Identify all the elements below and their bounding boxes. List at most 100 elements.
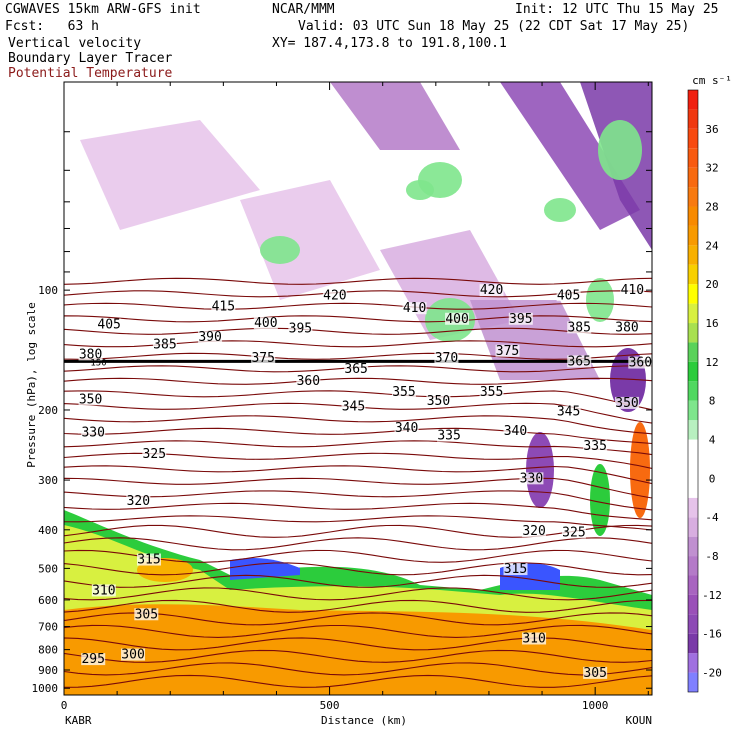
theta-label: 310	[522, 631, 545, 646]
colorbar-swatch	[688, 284, 698, 304]
theta-label: 320	[127, 494, 150, 509]
station-left: KABR	[65, 714, 92, 727]
theta-contour	[64, 440, 652, 456]
theta-label-box	[341, 400, 366, 413]
colorbar-swatch	[688, 672, 698, 692]
theta-contour	[64, 290, 652, 298]
colorbar-swatch	[688, 420, 698, 440]
theta-label: 415	[212, 300, 235, 315]
colorbar-swatch	[688, 517, 698, 537]
colorbar-swatch	[688, 575, 698, 595]
theta-label-box	[211, 300, 236, 313]
colorbar-tick-label: 20	[705, 278, 718, 291]
theta-label-box	[437, 429, 462, 442]
colorbar-tick-label: -8	[705, 550, 718, 563]
field-vertical-velocity: Vertical velocity	[8, 36, 142, 51]
forecast-hour: Fcst: 63 h	[5, 19, 99, 34]
theta-label: 360	[297, 374, 320, 389]
theta-label: 375	[496, 344, 519, 359]
theta-label: 330	[81, 426, 104, 441]
theta-contour	[64, 587, 652, 601]
theta-label: 350	[615, 396, 638, 411]
theta-contour	[64, 524, 652, 538]
theta-label-box	[434, 351, 459, 364]
theta-label-box	[561, 526, 586, 539]
y-tick-label: 300	[38, 474, 58, 487]
colorbar-swatch	[688, 458, 698, 498]
colorbar-tick-label: 28	[705, 201, 718, 214]
colorbar-tick-label: 8	[709, 395, 716, 408]
theta-label: 325	[143, 447, 166, 462]
colorbar-tick-label: -12	[702, 589, 722, 602]
theta-label: 410	[403, 301, 426, 316]
theta-label: 315	[504, 562, 527, 577]
colorbar-swatch	[688, 400, 698, 421]
theta-contour	[64, 637, 652, 651]
x-tick-label: 500	[320, 699, 340, 712]
colorbar-swatch	[688, 245, 698, 265]
y-axis-label: Pressure (hPa), log scale	[25, 302, 38, 468]
theta-label-box	[615, 321, 640, 334]
colorbar-tick-label: -20	[702, 667, 722, 680]
theta-label: 400	[254, 316, 277, 331]
updraft-downdraft-band	[240, 180, 380, 300]
colorbar-tick-label: 4	[709, 434, 716, 447]
vertical-velocity-shading	[64, 82, 652, 695]
tropopause-label: 150	[90, 358, 106, 368]
theta-label-box	[391, 385, 416, 398]
theta-contour	[64, 662, 652, 676]
theta-label-box	[198, 330, 223, 343]
theta-contour	[64, 649, 652, 663]
theta-label: 420	[323, 288, 346, 303]
theta-label: 350	[79, 392, 102, 407]
colorbar-tick-label: 32	[705, 162, 718, 175]
theta-contour	[64, 415, 652, 435]
colorbar-swatch	[688, 614, 698, 634]
theta-label: 385	[153, 338, 176, 353]
updraft-downdraft-band	[80, 120, 260, 230]
colorbar-tick-label: -4	[705, 511, 719, 524]
theta-label-box	[152, 338, 177, 351]
theta-label: 315	[137, 553, 160, 568]
theta-label-box	[583, 666, 608, 679]
theta-label-box	[479, 284, 504, 297]
theta-contour	[64, 502, 652, 521]
y-tick-label: 500	[38, 562, 58, 575]
theta-label-box	[522, 632, 547, 645]
center-title: NCAR/MMM	[272, 2, 335, 17]
downdraft-cell	[526, 432, 554, 508]
theta-label: 320	[522, 524, 545, 539]
tracer-edge	[230, 557, 300, 580]
theta-label-box	[519, 472, 544, 485]
theta-label-box	[394, 422, 419, 435]
updraft-cell	[544, 198, 576, 222]
theta-label: 405	[557, 288, 580, 303]
theta-label: 340	[395, 421, 418, 436]
colorbar-swatch	[688, 90, 698, 110]
colorbar-units: cm s⁻¹	[692, 74, 732, 87]
theta-label: 395	[509, 312, 532, 327]
theta-contour	[64, 377, 652, 385]
theta-label-box	[253, 317, 278, 330]
theta-contour	[64, 427, 652, 445]
theta-label-box	[445, 312, 470, 325]
station-right: KOUN	[626, 714, 653, 727]
theta-contour	[64, 302, 652, 310]
theta-label: 335	[583, 439, 606, 454]
theta-contour	[64, 515, 652, 531]
theta-label: 300	[121, 648, 144, 663]
theta-label-box	[567, 355, 592, 368]
theta-contour	[64, 390, 652, 411]
theta-label: 355	[392, 385, 415, 400]
cross-section-endpoints: XY= 187.4,173.8 to 191.8,100.1	[272, 36, 507, 51]
theta-label-box	[522, 525, 547, 538]
y-tick-label: 800	[38, 644, 58, 657]
theta-label-box	[620, 284, 645, 297]
strong-updraft-cell	[630, 422, 650, 518]
theta-label-box	[97, 318, 122, 331]
x-tick-label: 1000	[582, 699, 609, 712]
theta-contour	[64, 352, 652, 360]
theta-contour	[64, 477, 652, 499]
colorbar-tick-label: 36	[705, 123, 718, 136]
